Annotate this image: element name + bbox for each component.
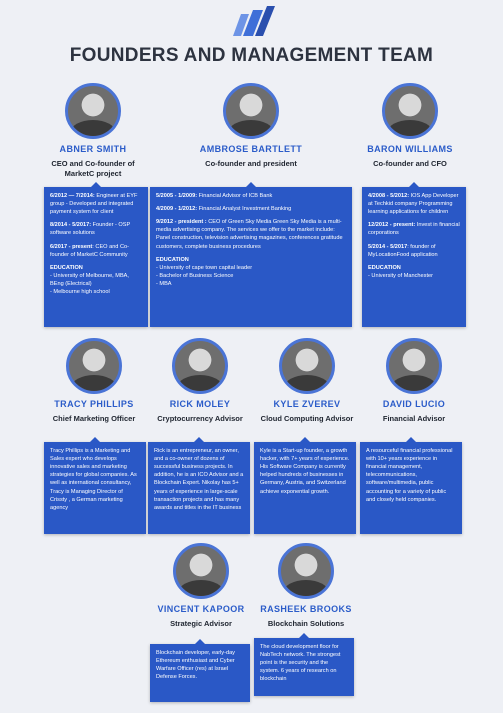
- bio-text: A resourceful financial professional wit…: [366, 448, 453, 503]
- advisor-bio-card: A resourceful financial professional wit…: [360, 442, 462, 534]
- person-role: Strategic Advisor: [170, 619, 232, 628]
- person-name: TRACY PHILLIPS: [54, 399, 134, 409]
- avatar: [66, 338, 122, 394]
- avatar: [279, 338, 335, 394]
- advisor-rasheek-brooks: RASHEEK BROOKS Blockchain Solutions: [248, 543, 364, 629]
- advisor-tracy-phillips: TRACY PHILLIPS Chief Marketing Officer: [38, 338, 150, 424]
- bio-text: Blockchain developer, early-day Ethereum…: [156, 650, 235, 681]
- person-name: AMBROSE BARTLETT: [199, 144, 303, 154]
- bio-text: The cloud development floor for NabTech …: [260, 644, 341, 683]
- founder-baron-williams: BARON WILLIAMS Co-founder and CFO: [355, 83, 465, 169]
- person-name: ABNER SMITH: [59, 144, 127, 154]
- bio-text: Rick is an entrepreneur, an owner, and a…: [154, 448, 244, 511]
- founder-bio-card: 6/2012 — 7/2014: Engineer at EYF group -…: [44, 187, 148, 327]
- person-role: Co-founder and CFO: [373, 159, 447, 168]
- bio-entry: 4/2009 - 1/2012: Financial Analyst Inves…: [156, 206, 292, 213]
- person-role: Blockchain Solutions: [267, 619, 345, 628]
- bio-entry: 5/2005 - 1/2009: Financial Advisor of IC…: [156, 193, 273, 199]
- avatar: [386, 338, 442, 394]
- founder-ambrose-bartlett: AMBROSE BARTLETT Co-founder and presiden…: [196, 83, 306, 169]
- avatar: [65, 83, 121, 139]
- bio-entry: 8/2014 - 5/2017: Founder - OSP software …: [50, 222, 131, 237]
- person-name: BARON WILLIAMS: [367, 144, 453, 154]
- person-name: DAVID LUCIO: [382, 399, 446, 409]
- education-title: EDUCATION: [368, 264, 401, 271]
- person-name: RICK MOLEY: [169, 399, 231, 409]
- advisor-kyle-zverev: KYLE ZVEREV Cloud Computing Advisor: [251, 338, 363, 424]
- company-logo: [233, 6, 275, 36]
- founder-abner-smith: ABNER SMITH CEO and Co-founder of Market…: [38, 83, 148, 179]
- person-role: Chief Marketing Officer: [52, 414, 136, 423]
- education-item: - University of Melbourne, MBA, BEng (El…: [50, 272, 129, 287]
- person-role: Co-founder and president: [205, 159, 297, 168]
- bio-entry: 4/2008 - 5/2012: IOS App Developer at Te…: [368, 193, 459, 216]
- bio-entry: 6/2017 - present: CEO and Co-founder of …: [50, 243, 129, 258]
- education-item: - MBA: [156, 280, 172, 287]
- person-role: Cloud Computing Advisor: [260, 414, 354, 423]
- bio-entry: 6/2012 — 7/2014: Engineer at EYF group -…: [50, 193, 138, 216]
- advisor-vincent-kapoor: VINCENT KAPOOR Strategic Advisor: [143, 543, 259, 629]
- advisor-david-lucio: DAVID LUCIO Financial Advisor: [358, 338, 470, 424]
- avatar: [173, 543, 229, 599]
- bio-entry: 12/2012 - present: Invest in financial c…: [368, 222, 460, 237]
- education-item: - Bachelor of Business Science: [156, 272, 234, 279]
- avatar: [278, 543, 334, 599]
- bio-entry: 9/2012 - president : CEO of Green Sky Me…: [156, 219, 343, 250]
- person-role: Financial Advisor: [382, 414, 446, 423]
- education-title: EDUCATION: [50, 264, 83, 271]
- founder-bio-card: 4/2008 - 5/2012: IOS App Developer at Te…: [362, 187, 466, 327]
- advisor-bio-card: Kyle is a Start-up founder, a growth hac…: [254, 442, 356, 534]
- bio-text: Tracy Phillips is a Marketing and Sales …: [50, 448, 137, 511]
- person-name: KYLE ZVEREV: [273, 399, 341, 409]
- person-name: VINCENT KAPOOR: [157, 604, 245, 614]
- advisor-bio-card: Rick is an entrepreneur, an owner, and a…: [148, 442, 250, 534]
- avatar: [382, 83, 438, 139]
- person-role: Cryptocurrency Advisor: [157, 414, 243, 423]
- advisor-bio-card: The cloud development floor for NabTech …: [254, 638, 354, 696]
- avatar: [223, 83, 279, 139]
- founder-bio-card: 5/2005 - 1/2009: Financial Advisor of IC…: [150, 187, 352, 327]
- bio-text: Kyle is a Start-up founder, a growth hac…: [260, 448, 350, 495]
- page-title: FOUNDERS AND MANAGEMENT TEAM: [69, 45, 434, 66]
- advisor-rick-moley: RICK MOLEY Cryptocurrency Advisor: [144, 338, 256, 424]
- education-item: - Melbourne high school: [50, 289, 110, 296]
- bio-entry: 5/2014 - 5/2017: founder of MyLocationFo…: [368, 243, 438, 258]
- education-title: EDUCATION: [156, 256, 189, 263]
- education-item: - University of cape town capital leader: [156, 264, 253, 271]
- avatar: [172, 338, 228, 394]
- advisor-bio-card: Tracy Phillips is a Marketing and Sales …: [44, 442, 146, 534]
- person-role: CEO and Co-founder of MarketC project: [51, 159, 135, 178]
- education-item: - University of Manchester: [368, 272, 433, 279]
- advisor-bio-card: Blockchain developer, early-day Ethereum…: [150, 644, 250, 702]
- person-name: RASHEEK BROOKS: [260, 604, 352, 614]
